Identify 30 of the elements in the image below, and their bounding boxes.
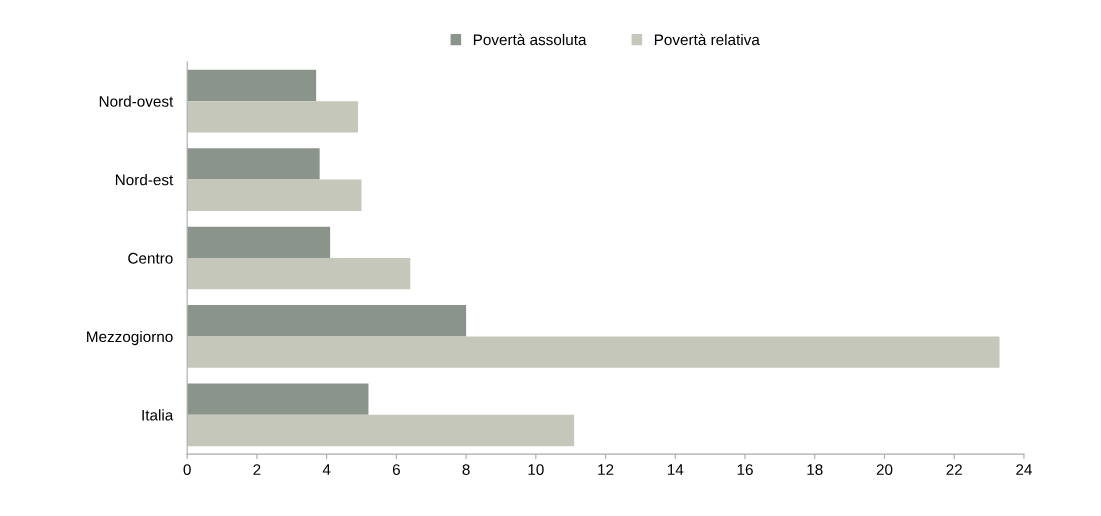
x-tick-label: 8 <box>462 464 470 476</box>
bar <box>187 148 320 180</box>
legend-label: Povertà relativa <box>654 33 760 46</box>
y-tick-label: Centro <box>128 252 173 264</box>
bar <box>187 336 1000 368</box>
bar <box>187 414 575 447</box>
bar <box>187 305 467 337</box>
y-tick-label: Italia <box>142 409 174 421</box>
bar <box>187 258 411 290</box>
y-tick-label: Nord-est <box>115 174 174 186</box>
bar <box>187 179 362 211</box>
x-tick-label: 2 <box>253 464 261 475</box>
bar <box>187 226 331 258</box>
y-tick-label: Nord-ovest <box>99 95 174 107</box>
x-tick-label: 16 <box>737 464 753 476</box>
x-tick-label: 20 <box>876 464 893 476</box>
x-tick-label: 10 <box>528 464 544 476</box>
bar <box>187 383 369 415</box>
y-tick-label: Mezzogiorno <box>87 330 173 346</box>
x-tick-label: 22 <box>946 464 962 475</box>
x-tick-label: 0 <box>183 464 191 476</box>
x-tick-label: 18 <box>807 464 823 476</box>
x-tick-label: 4 <box>322 464 331 475</box>
bar <box>187 101 359 133</box>
x-tick-label: 6 <box>392 464 400 476</box>
x-tick-label: 14 <box>667 464 684 475</box>
legend-label: Povertà assoluta <box>473 33 587 46</box>
x-tick-label: 12 <box>598 464 614 475</box>
x-tick-label: 24 <box>1016 464 1032 475</box>
bar <box>187 69 317 102</box>
